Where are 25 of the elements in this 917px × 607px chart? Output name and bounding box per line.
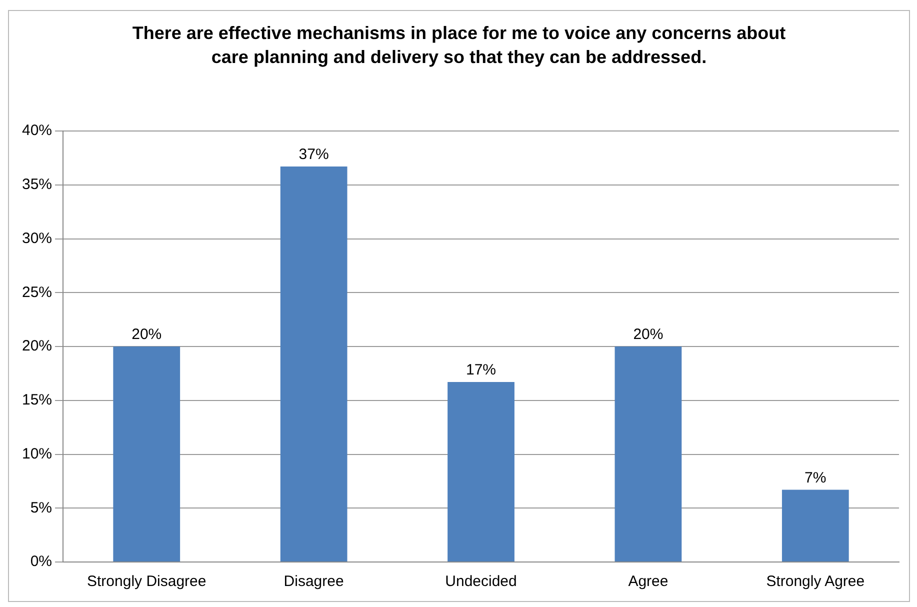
- data-label: 7%: [804, 469, 826, 486]
- data-label: 17%: [466, 362, 496, 379]
- bar: [280, 166, 348, 562]
- y-tick-label: 0%: [30, 553, 52, 570]
- data-label: 20%: [132, 326, 162, 344]
- bar: [448, 382, 514, 562]
- chart-title: There are effective mechanisms in place for me to voice any concerns about care planning and delivery so that they can be addressed.: [131, 22, 787, 69]
- data-label: 37%: [298, 146, 329, 164]
- x-tick-label: Strongly Agree: [766, 573, 865, 590]
- y-tick-label: 10%: [22, 445, 52, 462]
- y-tick-label: 30%: [22, 230, 52, 247]
- y-tick-label: 20%: [22, 338, 52, 355]
- x-tick-label: Undecided: [445, 573, 517, 590]
- y-tick-label: 5%: [30, 499, 52, 516]
- data-label: 20%: [633, 326, 664, 344]
- bar: [782, 490, 849, 562]
- y-tick-label: 40%: [22, 122, 52, 140]
- bar: [614, 346, 682, 562]
- y-tick-label: 15%: [22, 392, 52, 409]
- x-tick-label: Disagree: [284, 573, 344, 590]
- x-tick-label: Agree: [628, 573, 668, 590]
- y-tick-label: 35%: [22, 176, 52, 194]
- y-tick-label: 25%: [22, 284, 52, 301]
- bar: [113, 346, 180, 562]
- x-tick-label: Strongly Disagree: [87, 573, 206, 590]
